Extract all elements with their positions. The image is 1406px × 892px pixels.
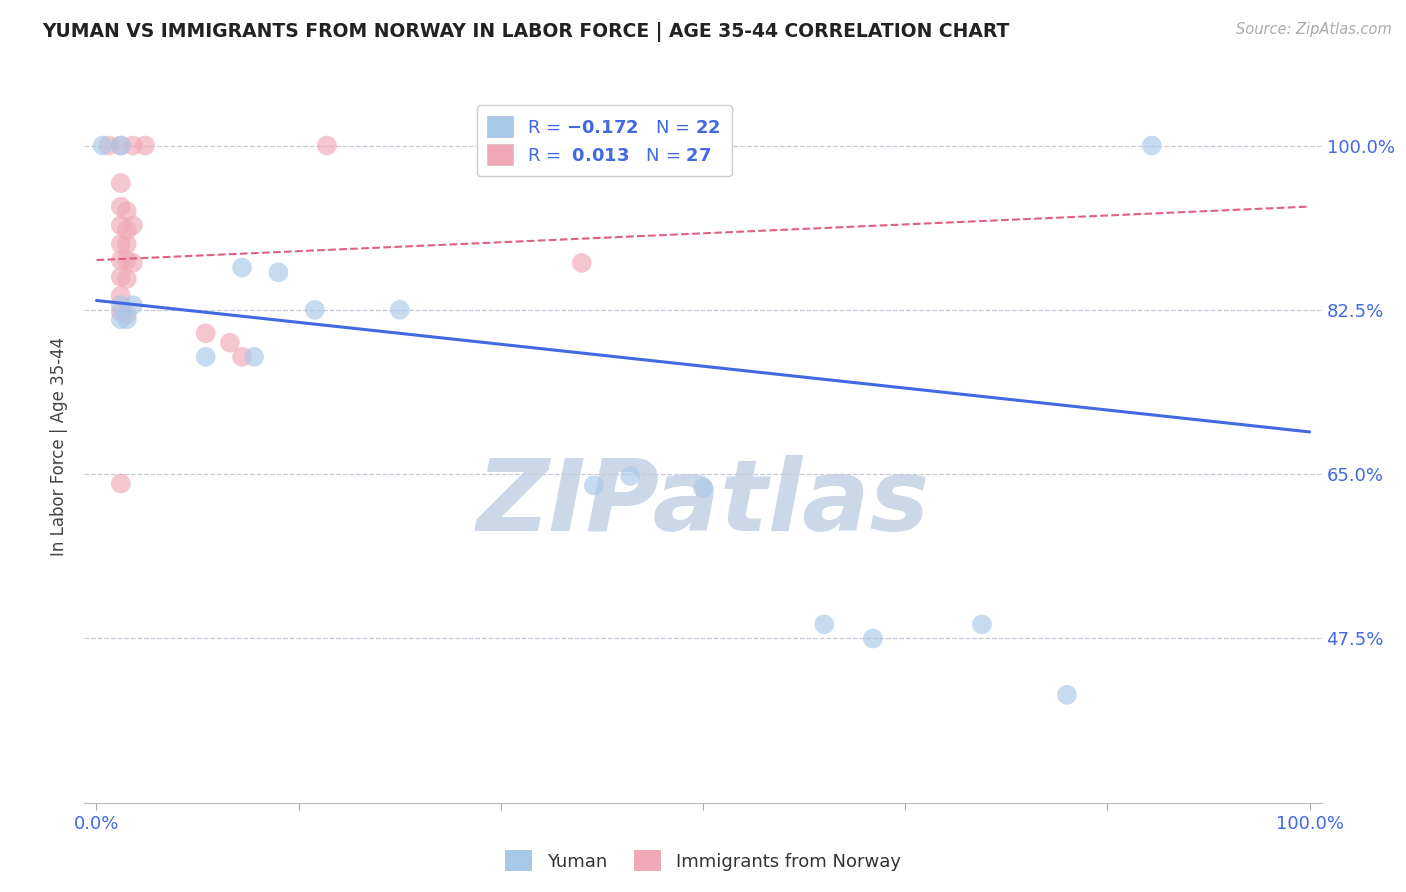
Immigrants from Norway <box>110 270 132 285</box>
Immigrants from Norway <box>115 204 138 219</box>
Immigrants from Norway <box>231 350 253 364</box>
Immigrants from Norway <box>194 326 217 341</box>
Immigrants from Norway <box>110 289 132 303</box>
Y-axis label: In Labor Force | Age 35-44: In Labor Force | Age 35-44 <box>51 336 69 556</box>
Immigrants from Norway <box>571 256 593 270</box>
Legend: R = $\mathbf{-0.172}$   N = $\mathbf{22}$, R =  $\mathbf{0.013}$   N = $\mathbf{: R = $\mathbf{-0.172}$ N = $\mathbf{22}$,… <box>477 105 731 176</box>
Immigrants from Norway <box>110 138 132 153</box>
Immigrants from Norway <box>122 138 145 153</box>
Yuman <box>862 632 884 646</box>
Yuman <box>243 350 266 364</box>
Immigrants from Norway <box>110 219 132 233</box>
Immigrants from Norway <box>122 256 145 270</box>
Yuman <box>1056 688 1078 702</box>
Text: ZIPatlas: ZIPatlas <box>477 455 929 551</box>
Immigrants from Norway <box>134 138 156 153</box>
Text: Source: ZipAtlas.com: Source: ZipAtlas.com <box>1236 22 1392 37</box>
Immigrants from Norway <box>115 223 138 237</box>
Immigrants from Norway <box>219 335 242 350</box>
Text: YUMAN VS IMMIGRANTS FROM NORWAY IN LABOR FORCE | AGE 35-44 CORRELATION CHART: YUMAN VS IMMIGRANTS FROM NORWAY IN LABOR… <box>42 22 1010 42</box>
Immigrants from Norway <box>115 308 138 322</box>
Yuman <box>115 312 138 326</box>
Immigrants from Norway <box>110 304 132 318</box>
Yuman <box>619 469 641 483</box>
Legend: Yuman, Immigrants from Norway: Yuman, Immigrants from Norway <box>498 843 908 879</box>
Immigrants from Norway <box>110 476 132 491</box>
Yuman <box>304 302 326 317</box>
Yuman <box>122 298 145 312</box>
Yuman <box>110 312 132 326</box>
Immigrants from Norway <box>122 219 145 233</box>
Immigrants from Norway <box>110 200 132 214</box>
Yuman <box>388 302 411 317</box>
Yuman <box>194 350 217 364</box>
Yuman <box>231 260 253 275</box>
Yuman <box>110 298 132 312</box>
Yuman <box>679 138 702 153</box>
Yuman <box>1140 138 1163 153</box>
Immigrants from Norway <box>115 237 138 252</box>
Immigrants from Norway <box>115 272 138 286</box>
Immigrants from Norway <box>97 138 120 153</box>
Yuman <box>110 138 132 153</box>
Yuman <box>267 265 290 279</box>
Immigrants from Norway <box>110 237 132 252</box>
Immigrants from Norway <box>110 253 132 268</box>
Immigrants from Norway <box>316 138 339 153</box>
Yuman <box>582 478 605 492</box>
Yuman <box>970 617 993 632</box>
Yuman <box>91 138 114 153</box>
Yuman <box>607 138 630 153</box>
Yuman <box>813 617 835 632</box>
Immigrants from Norway <box>115 253 138 268</box>
Yuman <box>692 481 714 495</box>
Immigrants from Norway <box>110 176 132 190</box>
